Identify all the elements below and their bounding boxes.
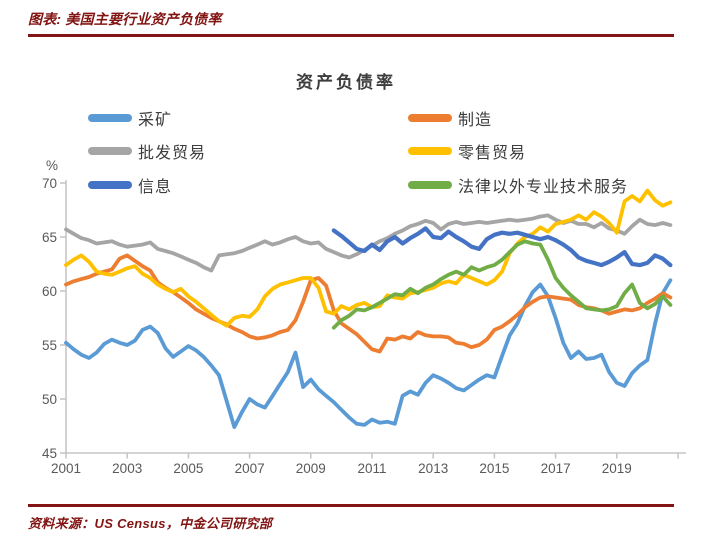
series-line-4 — [331, 226, 673, 268]
legend-label: 制造 — [458, 111, 493, 129]
series-line-5 — [331, 239, 673, 330]
legend-label: 法律以外专业技术服务 — [458, 178, 629, 196]
x-axis-tick-label: 2009 — [296, 461, 326, 476]
y-axis-tick-label: 55 — [42, 338, 57, 353]
legend-label: 信息 — [138, 178, 173, 196]
y-axis-tick-label: 65 — [42, 230, 57, 245]
x-axis-tick-label: 2003 — [112, 461, 142, 476]
y-axis-tick-label: 45 — [42, 446, 57, 461]
mining-series-swatch-icon — [88, 113, 132, 122]
professional-services-series-swatch-icon — [408, 180, 452, 189]
series-line-2 — [64, 213, 673, 273]
y-axis-tick-label: 70 — [42, 176, 57, 191]
y-axis-unit-label: % — [46, 158, 59, 173]
retail-series-swatch-icon — [408, 147, 452, 156]
x-axis-tick-label: 2019 — [602, 461, 632, 476]
legend-item-mining: 采矿 — [88, 106, 408, 130]
header-rule — [28, 34, 674, 37]
wholesale-series-swatch-icon — [88, 147, 132, 156]
legend-label: 采矿 — [138, 111, 173, 129]
x-axis-tick-label: 2001 — [51, 461, 81, 476]
figure-header-title: 图表: 美国主要行业资产负债率 — [28, 11, 222, 27]
x-axis-tick-label: 2017 — [541, 461, 571, 476]
y-axis-tick-label: 50 — [42, 392, 57, 407]
x-axis-tick-label: 2007 — [235, 461, 265, 476]
x-axis-tick-label: 2015 — [479, 461, 509, 476]
legend-item-manufacturing: 制造 — [408, 106, 688, 130]
legend-item-retail-trade: 零售贸易 — [408, 139, 688, 163]
x-axis-tick-label: 2005 — [173, 461, 203, 476]
chart-legend: 采矿 制造 批发贸易 零售贸易 信息 法律以外专业技术服务 — [88, 101, 688, 202]
x-axis-tick-label: 2013 — [418, 461, 448, 476]
information-series-swatch-icon — [88, 180, 132, 189]
chart-title: 资产负债率 — [296, 73, 396, 92]
source-note: 资料来源：US Census，中金公司研究部 — [28, 516, 273, 531]
footer-rule — [28, 504, 674, 507]
manufacturing-series-swatch-icon — [408, 113, 452, 122]
legend-label: 零售贸易 — [458, 145, 527, 163]
legend-item-information: 信息 — [88, 173, 408, 197]
series-line-3 — [64, 188, 673, 328]
legend-item-wholesale-trade: 批发贸易 — [88, 139, 408, 163]
series-line-0 — [64, 278, 673, 430]
legend-item-professional-services: 法律以外专业技术服务 — [408, 173, 688, 197]
legend-label: 批发贸易 — [138, 145, 207, 163]
x-axis-tick-label: 2011 — [357, 461, 386, 476]
y-axis-tick-label: 60 — [42, 284, 57, 299]
